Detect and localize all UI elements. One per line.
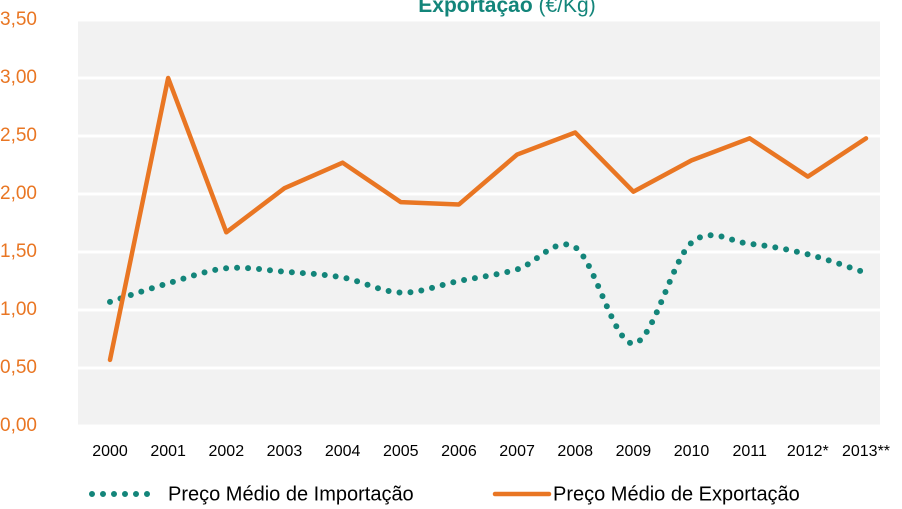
x-tick-label: 2007: [499, 443, 535, 460]
x-tick-label: 2000: [92, 443, 128, 460]
title-main: Exportação: [418, 0, 532, 17]
legend-label: Preço Médio de Exportação: [553, 483, 800, 505]
x-tick-label: 2006: [441, 443, 477, 460]
x-tick-label: 2005: [383, 443, 419, 460]
y-tick-label: 0,00: [0, 415, 37, 436]
plot-area: [78, 20, 880, 426]
x-tick-label: 2009: [616, 443, 652, 460]
y-tick-label: 1,00: [0, 299, 37, 320]
x-tick-label: 2010: [674, 443, 710, 460]
series-line: [107, 232, 869, 347]
title-unit: (€/Kg): [539, 0, 596, 17]
y-tick-label: 3,00: [0, 67, 37, 88]
x-tick-label: 2011: [732, 443, 767, 460]
x-tick-label: 2001: [150, 443, 186, 460]
x-tick-label: 2004: [325, 443, 361, 460]
x-tick-label: 2012*: [787, 443, 829, 460]
chart-title: Exportação (€/Kg): [418, 0, 595, 17]
y-tick-label: 0,50: [0, 357, 37, 378]
y-tick-label: 3,50: [0, 9, 37, 30]
x-tick-label: 2008: [557, 443, 593, 460]
legend-label: Preço Médio de Importação: [168, 483, 414, 505]
y-tick-label: 2,00: [0, 183, 37, 204]
y-tick-label: 2,50: [0, 125, 37, 146]
x-tick-label: 2013**: [842, 443, 890, 460]
x-tick-label: 2002: [209, 443, 245, 460]
y-tick-label: 1,50: [0, 241, 37, 262]
x-tick-label: 2003: [267, 443, 303, 460]
series-line: [107, 75, 869, 363]
